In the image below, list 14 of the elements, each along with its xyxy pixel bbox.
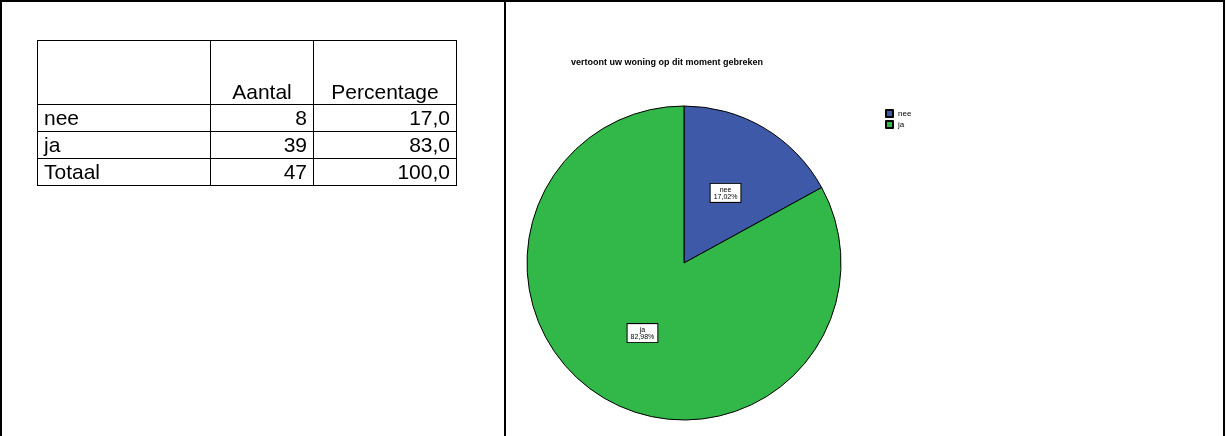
legend-label: nee: [898, 109, 912, 118]
data-label: 47: [210, 158, 314, 186]
legend-label: ja: [897, 120, 905, 129]
category-label: ja: [37, 131, 211, 159]
data-label: 17,0: [313, 104, 457, 132]
text: Percentage: [313, 40, 457, 105]
category-label: Totaal: [37, 158, 211, 186]
data-label: 83,0: [313, 131, 457, 159]
category-label: nee: [37, 104, 211, 132]
data-label: 100,0: [313, 158, 457, 186]
data-label: 8: [210, 104, 314, 132]
data-label: 39: [210, 131, 314, 159]
chart-title: vertoont uw woning op dit moment gebreken: [571, 56, 764, 67]
text: Aantal: [210, 40, 314, 105]
